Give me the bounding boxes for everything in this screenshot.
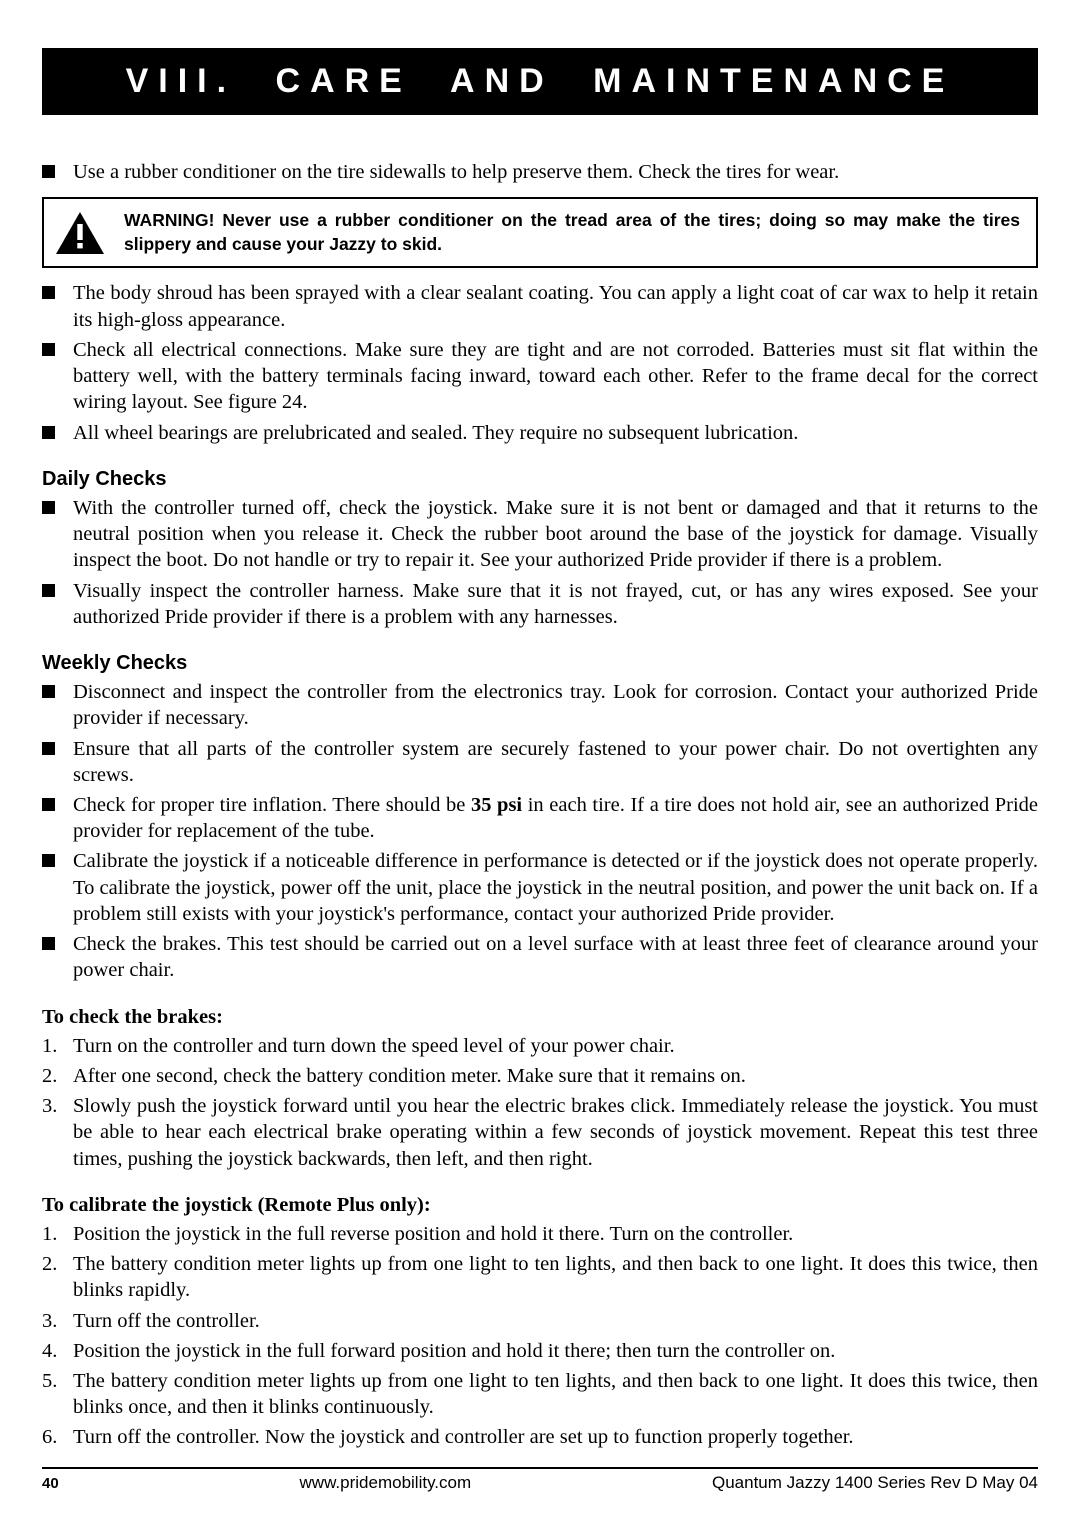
list-item: Slowly push the joystick forward until y… (42, 1093, 1038, 1172)
weekly-checks-heading: Weekly Checks (42, 652, 1038, 675)
text: Disconnect and inspect the controller fr… (73, 681, 1038, 729)
footer-revision: Quantum Jazzy 1400 Series Rev D May 04 (712, 1473, 1038, 1493)
list-item: Check for proper tire inflation. There s… (42, 792, 1038, 844)
list-item: Use a rubber conditioner on the tire sid… (42, 159, 1038, 185)
list-item: Position the joystick in the full forwar… (42, 1338, 1038, 1364)
text: Ensure that all parts of the controller … (73, 738, 1038, 786)
list-item: Visually inspect the controller harness.… (42, 578, 1038, 630)
list-item: Calibrate the joystick if a noticeable d… (42, 848, 1038, 927)
list-item: The battery condition meter lights up fr… (42, 1251, 1038, 1303)
list-item: All wheel bearings are prelubricated and… (42, 420, 1038, 446)
list-item: Turn off the controller. (42, 1308, 1038, 1334)
list-item: Ensure that all parts of the controller … (42, 736, 1038, 788)
list-item: Disconnect and inspect the controller fr… (42, 679, 1038, 731)
text: Calibrate the joystick if a noticeable d… (73, 850, 1038, 924)
section-title-banner: VIII. CARE AND MAINTENANCE (42, 48, 1038, 115)
list-item: Position the joystick in the full revers… (42, 1221, 1038, 1247)
list-item: The battery condition meter lights up fr… (42, 1368, 1038, 1420)
footer-url: www.pridemobility.com (300, 1473, 472, 1493)
list-item: The body shroud has been sprayed with a … (42, 280, 1038, 332)
weekly-checks-list: Disconnect and inspect the controller fr… (42, 679, 1038, 984)
intro-bullets: Use a rubber conditioner on the tire sid… (42, 159, 1038, 185)
calibrate-heading: To calibrate the joystick (Remote Plus o… (42, 1194, 1038, 1217)
daily-checks-list: With the controller turned off, check th… (42, 495, 1038, 630)
warning-box: WARNING! Never use a rubber conditioner … (42, 197, 1038, 268)
list-item: With the controller turned off, check th… (42, 495, 1038, 574)
list-item: Turn off the controller. Now the joystic… (42, 1424, 1038, 1450)
bold-text: 35 psi (471, 794, 522, 816)
list-item: Check the brakes. This test should be ca… (42, 931, 1038, 983)
brakes-heading: To check the brakes: (42, 1006, 1038, 1029)
warning-icon (54, 210, 106, 256)
text: Check the brakes. This test should be ca… (73, 933, 1038, 981)
page-footer: 40 www.pridemobility.com Quantum Jazzy 1… (42, 1469, 1038, 1513)
brakes-steps: Turn on the controller and turn down the… (42, 1033, 1038, 1172)
warning-label: WARNING! (124, 210, 222, 230)
list-item: Check all electrical connections. Make s… (42, 337, 1038, 416)
warning-body: Never use a rubber conditioner on the tr… (124, 210, 1020, 254)
warning-text: WARNING! Never use a rubber conditioner … (124, 209, 1020, 256)
list-item: Turn on the controller and turn down the… (42, 1033, 1038, 1059)
text: Check for proper tire inflation. There s… (73, 794, 471, 816)
page: VIII. CARE AND MAINTENANCE Use a rubber … (0, 0, 1080, 1523)
list-item: After one second, check the battery cond… (42, 1063, 1038, 1089)
calibrate-steps: Position the joystick in the full revers… (42, 1221, 1038, 1451)
maintenance-bullets: The body shroud has been sprayed with a … (42, 280, 1038, 445)
daily-checks-heading: Daily Checks (42, 468, 1038, 491)
page-number: 40 (42, 1475, 59, 1492)
